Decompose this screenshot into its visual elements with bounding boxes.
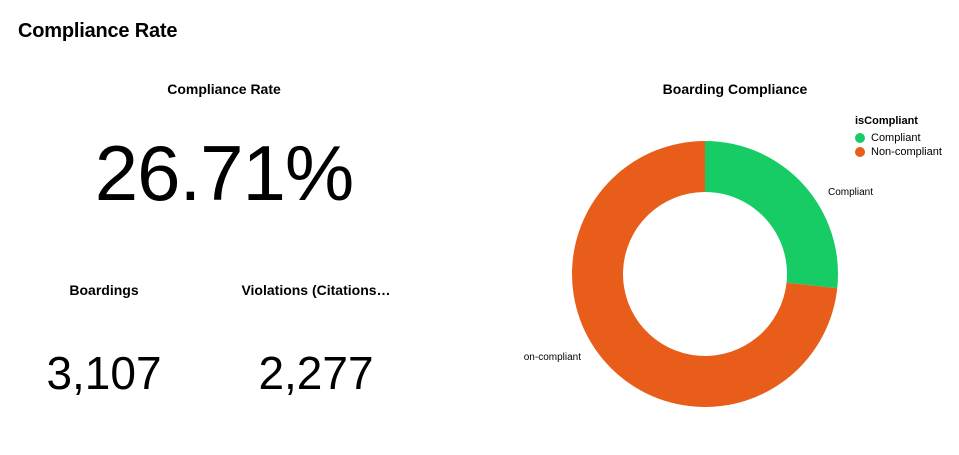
legend-swatch: [855, 147, 865, 157]
donut-slice-compliant[interactable]: [705, 141, 839, 289]
legend-swatch: [855, 133, 865, 143]
legend-label: Compliant: [871, 132, 921, 144]
compliance-rate-value: 26.71%: [94, 129, 355, 217]
legend-item-compliant[interactable]: Compliant: [855, 131, 942, 145]
violations-value: 2,277: [258, 347, 374, 399]
donut-chart-title: Boarding Compliance: [662, 81, 808, 97]
boardings-value: 3,107: [46, 347, 162, 399]
legend-title: isCompliant: [855, 115, 918, 127]
slice-label-0: Compliant: [828, 187, 873, 198]
donut-slice-non-compliant[interactable]: [571, 141, 838, 407]
chart-legend: isCompliant Compliant Non-compliant: [855, 115, 942, 159]
legend-label: Non-compliant: [871, 146, 942, 158]
slice-label-1: on-compliant: [524, 352, 581, 363]
boardings-title: Boardings: [69, 282, 139, 298]
compliance-rate-title: Compliance Rate: [167, 81, 281, 97]
page-title: Compliance Rate: [18, 20, 178, 42]
legend-item-non-compliant[interactable]: Non-compliant: [855, 145, 942, 159]
